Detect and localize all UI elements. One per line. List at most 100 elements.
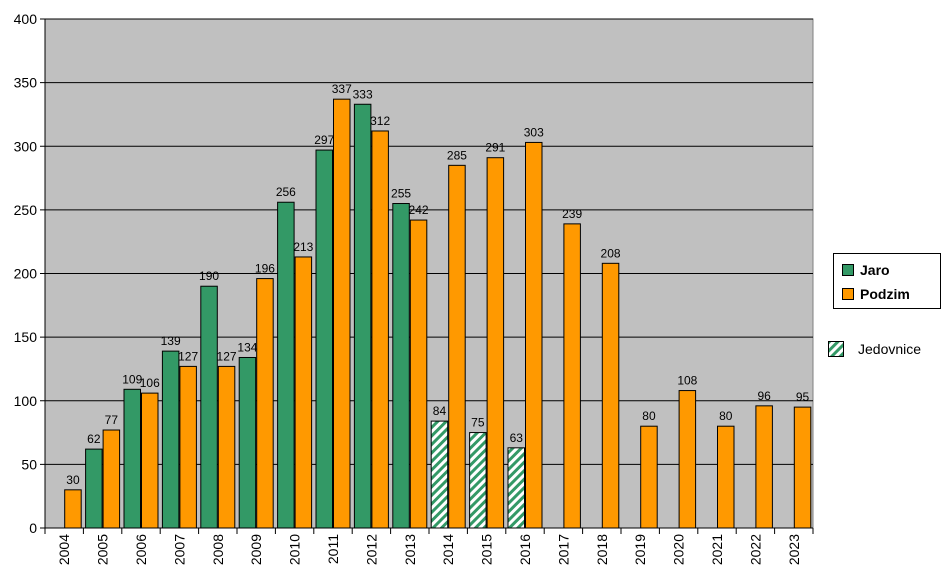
data-label: 190	[199, 269, 219, 283]
bar-podzim-2006	[141, 392, 159, 529]
bar-jaro-2014	[430, 420, 449, 529]
x-tick-label: 2010	[287, 534, 303, 565]
data-label: 134	[237, 340, 257, 354]
bar-podzim-2013	[409, 219, 428, 529]
y-tick-label: 300	[14, 138, 38, 154]
data-label: 80	[719, 409, 733, 423]
bar-podzim-2022	[755, 405, 773, 529]
x-tick-label: 2023	[786, 534, 802, 565]
data-label: 77	[105, 413, 119, 427]
x-tick-label: 2014	[440, 534, 456, 565]
bar-podzim-2020	[678, 390, 697, 529]
bar-jaro-2007	[161, 350, 180, 529]
bar-jaro-2013	[392, 203, 410, 529]
x-tick-label: 2004	[56, 534, 72, 565]
legend-label-jaro: Jaro	[860, 262, 890, 278]
x-tick-label: 2020	[671, 534, 687, 565]
legend-swatch-jaro	[842, 264, 854, 276]
data-label: 139	[161, 334, 181, 348]
x-tick-label: 2021	[709, 534, 725, 565]
bar-jaro-2012	[353, 103, 372, 529]
bar-jaro-2005	[85, 448, 103, 529]
bar-jaro-2008	[200, 285, 218, 529]
bar-podzim-2016	[525, 141, 543, 529]
y-tick-label: 350	[14, 75, 38, 91]
x-tick-label: 2018	[594, 534, 610, 565]
data-label: 337	[332, 82, 352, 96]
data-label: 297	[314, 133, 334, 147]
x-tick-label: 2017	[555, 534, 571, 565]
data-label: 80	[642, 409, 656, 423]
data-label: 75	[471, 416, 485, 430]
y-tick-label: 100	[14, 393, 38, 409]
y-tick-label: 400	[14, 11, 38, 27]
bar-jaro-2016	[507, 447, 525, 529]
legend-label-jedovnice: Jedovnice	[858, 341, 922, 357]
bar-podzim-2019	[640, 425, 658, 529]
bar-jaro-2010	[277, 201, 295, 529]
legend-jedovnice: Jedovnice	[828, 341, 921, 357]
x-tick-label: 2007	[171, 534, 187, 565]
bar-jaro-2011	[315, 149, 333, 529]
data-labels: 62 109 139 190 134 256 297 333 255 84 75 63 30 77 106 1…	[66, 82, 809, 487]
legend-label-podzim: Podzim	[860, 286, 910, 302]
bar-podzim-2008	[217, 365, 236, 529]
legend-item-jaro: Jaro	[842, 260, 890, 280]
x-tick-label: 2011	[325, 534, 341, 564]
data-label: 256	[276, 185, 296, 199]
data-label: 108	[677, 374, 697, 388]
x-tick-label: 2015	[479, 534, 495, 565]
x-tick-label: 2005	[95, 534, 111, 565]
legend: Jaro Podzim	[833, 253, 941, 309]
bar-podzim-2021	[717, 425, 735, 529]
data-label: 196	[255, 262, 275, 276]
y-tick-label: 0	[29, 520, 37, 536]
data-label: 291	[485, 141, 505, 155]
data-label: 127	[217, 349, 237, 363]
bar-podzim-2014	[448, 164, 466, 529]
bar-podzim-2007	[179, 365, 197, 529]
data-label: 213	[293, 240, 313, 254]
x-tick-label: 2008	[210, 534, 226, 565]
data-label: 95	[796, 390, 810, 404]
bars	[64, 98, 812, 529]
bar-podzim-2015	[486, 157, 505, 529]
x-tick-label: 2019	[632, 534, 648, 565]
bar-podzim-2018	[601, 262, 620, 529]
data-label: 62	[87, 432, 101, 446]
bar-podzim-2010	[294, 256, 313, 529]
data-label: 242	[409, 203, 429, 217]
x-tick-label: 2022	[747, 534, 763, 565]
hatched-swatch	[828, 341, 844, 357]
data-label: 127	[178, 349, 198, 363]
data-label: 303	[524, 125, 544, 139]
x-tick-label: 2016	[517, 534, 533, 565]
bar-podzim-2011	[333, 98, 351, 529]
legend-item-podzim: Podzim	[842, 284, 910, 304]
data-label: 285	[447, 148, 467, 162]
y-tick-label: 150	[14, 329, 38, 345]
data-label: 96	[757, 389, 771, 403]
y-tick-label: 250	[14, 202, 38, 218]
bar-podzim-2017	[563, 223, 581, 529]
legend-swatch-podzim	[842, 288, 854, 300]
data-label: 312	[370, 114, 390, 128]
data-label: 84	[433, 404, 447, 418]
data-label: 106	[140, 376, 160, 390]
bar-podzim-2009	[256, 278, 274, 529]
x-tick-label: 2012	[363, 534, 379, 565]
data-label: 208	[601, 246, 621, 260]
bar-podzim-2005	[102, 429, 121, 529]
y-tick-label: 200	[14, 266, 38, 282]
y-tick-label: 50	[21, 456, 37, 472]
data-label: 333	[353, 87, 373, 101]
bar-jaro-2009	[238, 356, 257, 529]
bar-jaro-2015	[469, 432, 487, 529]
bar-podzim-2004	[64, 489, 82, 529]
data-label: 109	[122, 372, 142, 386]
axes: 0 50 100 150 200 250 300 350 400 2004 2005 2006 2007…	[14, 11, 814, 565]
bar-podzim-2023	[793, 406, 812, 529]
x-tick-label: 2009	[248, 534, 264, 565]
data-label: 30	[66, 473, 80, 487]
